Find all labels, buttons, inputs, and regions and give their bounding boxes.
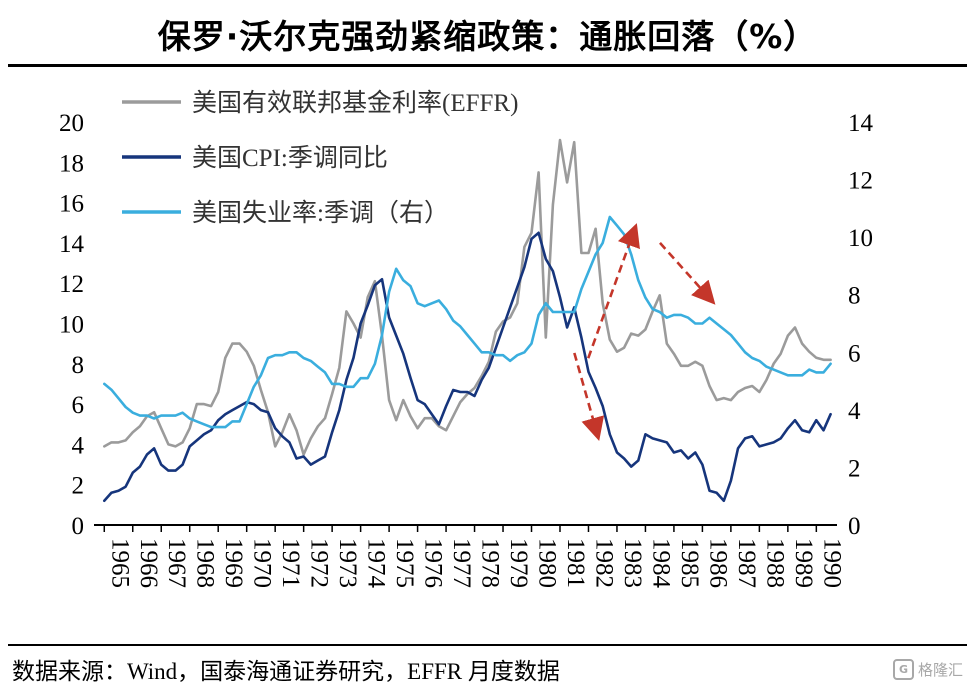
cpi-line [103,231,832,503]
y-left-tick-label: 4 [72,432,85,459]
footer: 数据来源：Wind，国泰海通证券研究，EFFR 月度数据 G 格隆汇 [12,652,963,686]
y-left-tick-label: 12 [59,271,84,298]
gelonghui-logo-icon: G [892,658,914,680]
y-right-tick-label: 6 [848,340,861,367]
x-tick-label: 1969 [220,538,247,588]
x-tick-label: 1980 [534,538,561,588]
footer-divider [8,644,967,646]
y-left-tick-label: 18 [59,150,84,177]
unemployment-line [103,215,832,429]
x-tick-label: 1984 [647,538,674,589]
annotation-arrow-1 [587,223,640,359]
x-tick-label: 1976 [420,538,447,588]
y-left-tick-label: 8 [72,352,85,379]
y-left-tick-label: 16 [59,191,84,218]
x-tick-label: 1978 [477,538,504,588]
x-tick-label: 1975 [391,538,418,588]
y-left-tick-label: 6 [72,392,85,419]
x-tick-label: 1981 [562,538,589,588]
data-source-text: 数据来源：Wind，国泰海通证券研究，EFFR 月度数据 [12,659,560,684]
y-left-tick-label: 20 [59,110,84,137]
effr-line [103,138,832,456]
x-tick-label: 1979 [505,538,532,588]
y-right-tick-label: 14 [848,110,874,137]
y-right-tick-label: 10 [848,225,873,252]
legend-item-1: 美国CPI:季调同比 [122,144,388,172]
x-tick-label: 1983 [619,538,646,588]
x-tick-label: 1982 [590,538,617,588]
x-tick-label: 1970 [249,538,276,588]
x-tick-label: 1967 [163,538,190,588]
x-tick-label: 1986 [704,538,731,588]
x-tick-label: 1987 [733,538,760,588]
y-right-tick-label: 0 [848,513,861,540]
x-tick-label: 1965 [106,538,133,588]
legend-label: 美国失业率:季调（右） [192,199,449,227]
y-right-tick-label: 12 [848,168,873,195]
legend-item-2: 美国失业率:季调（右） [122,199,449,227]
y-left-tick-label: 10 [59,312,84,339]
annotation-arrow-2 [659,242,716,305]
x-tick-label: 1989 [790,538,817,588]
gelonghui-logo-text: 格隆汇 [917,660,963,679]
y-left-tick-label: 14 [59,231,85,258]
x-tick-label: 1990 [818,538,845,588]
annotation-arrow-3 [573,352,605,441]
x-tick-label: 1977 [448,538,475,588]
gelonghui-logo: G 格隆汇 [892,658,963,680]
y-right-tick-label: 2 [848,455,861,482]
title-divider [8,64,967,67]
line-chart: 1965 1966 1967 1968 1969 1970 1971 1972 1973 1974… [59,89,874,589]
x-tick-label: 1966 [135,538,162,588]
legend-label: 美国CPI:季调同比 [192,144,388,172]
y-right-tick-label: 8 [848,283,861,310]
y-left-tick-label: 0 [72,513,85,540]
x-tick-label: 1988 [761,538,788,588]
x-tick-label: 1973 [334,538,361,588]
legend-label: 美国有效联邦基金利率(EFFR) [192,89,518,117]
chart-title: 保罗·沃尔克强劲紧缩政策：通胀回落（%） [157,17,818,56]
x-tick-label: 1985 [676,538,703,588]
x-tick-label: 1972 [306,538,333,588]
x-tick-label: 1974 [363,538,390,589]
y-right-tick-label: 4 [848,398,861,425]
x-tick-label: 1971 [277,538,304,588]
legend-item-0: 美国有效联邦基金利率(EFFR) [122,89,518,117]
x-tick-label: 1968 [192,538,219,588]
y-left-tick-label: 2 [72,473,85,500]
